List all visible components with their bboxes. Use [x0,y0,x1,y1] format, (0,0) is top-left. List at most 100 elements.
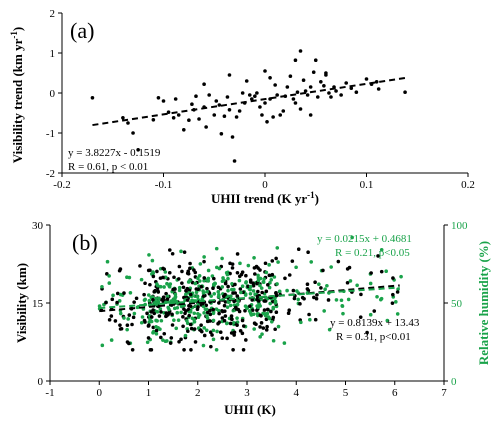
panel-b-visibility-point [372,309,377,313]
panel-b-humidity-point [275,246,280,250]
panel-b-visibility-point [235,252,240,256]
panel-b-visibility-point [164,311,169,315]
panel-a-data-point [136,148,140,152]
panel-b-visibility-point [138,264,142,268]
panel-b-visibility-point [131,315,136,320]
panel-b-visibility-point [283,276,287,281]
panel-b-humidity-point [216,294,221,299]
panel-a-y-tick-label: -2 [46,168,55,180]
panel-a-data-point [313,58,318,62]
panel-b-visibility-point [232,333,236,337]
panel-b-humidity-point [273,301,278,305]
panel-b-visibility-point [313,317,318,322]
panel-b-humidity-point [163,270,168,274]
panel-b-humidity-point [150,258,155,263]
panel-b-visibility-point [291,288,296,293]
panel-b-y-tick-label: 15 [32,298,44,310]
panel-b-humidity-point [322,309,326,313]
panel-b-humidity-point [334,298,339,302]
panel-b-visibility-point [171,287,175,292]
panel-b-humidity-point [379,247,384,252]
panel-a-data-point [227,73,232,77]
panel-b-visibility-point [188,261,192,266]
panel-b-humidity-point [348,279,353,283]
panel-b-humidity-point [196,276,200,281]
panel-b-humidity-point [197,273,202,278]
panel-b-visibility-point [241,324,246,328]
panel-b-humidity-point [251,312,256,317]
panel-b-visibility-point [222,303,227,308]
panel-b-visibility-point [274,256,278,261]
panel-b-visibility-point [216,321,220,326]
panel-b-visibility-point [212,276,216,281]
panel-b-humidity-point [172,306,177,311]
panel-b-visibility-point [379,269,384,274]
panel-b-humidity-point [217,266,222,271]
panel-b-visibility-point [187,313,192,318]
panel-a-data-point [214,99,219,103]
panel-b-humidity-point [139,277,144,282]
panel-b-visibility-point [186,307,191,312]
panel-b-visibility-point [238,287,243,291]
panel-b-visibility-point [143,320,147,324]
panel-b-visibility-point [300,295,305,300]
panel-b-visibility-point [223,281,228,286]
panel-b-visibility-point [180,269,184,274]
panel-a-fit-stats: R = 0.61, p < 0.01 [68,161,148,173]
panel-b-humidity-point [132,311,137,316]
panel-b-visibility-point [257,299,261,303]
panel-b-visibility-point [296,247,301,252]
panel-b-visibility-point [119,326,124,331]
panel-b-humidity-point [167,307,171,312]
panel-b-visibility-point [266,283,270,287]
panel-b-visibility-point [258,268,262,272]
panel-b-humidity-point [225,305,230,309]
panel-b-visibility-point [188,266,192,271]
panel-b-humidity-point [118,311,123,316]
panel-a-x-axis-title-tail: ) [315,191,319,206]
panel-b-humidity-point [159,318,164,323]
panel-b-humidity-point [220,256,224,261]
panel-a-label: (a) [70,18,94,43]
panel-b-visibility-point [170,323,175,327]
panel-b-visibility-point [267,273,272,278]
panel-b-humidity-point [177,288,182,293]
panel-a-data-point [260,113,264,117]
panel-b-humidity-point [368,312,373,317]
panel-b-humidity-point [147,253,151,257]
panel-b-humidity-point [147,320,152,324]
panel-b-visibility-point [142,292,146,297]
panel-b-visibility-point [161,295,166,299]
panel-b-humidity-point [154,332,159,336]
panel-b-visibility-point [358,315,363,319]
panel-b-humidity-point [230,287,234,292]
panel-b-visibility-point [290,259,295,263]
panel-b-visibility-point [201,294,206,298]
panel-b-y-tick-label: 30 [32,220,44,232]
panel-a-x-tick-label: 0.1 [360,179,374,191]
panel-b-visibility-point [167,270,172,275]
panel-b-humidity-point [285,288,289,293]
panel-a-data-point [212,113,217,117]
panel-b-x-tick-label: 1 [146,387,152,399]
panel-b-visibility-point [196,305,200,309]
panel-b-visibility-point [264,289,269,294]
panel-b-humidity-point [394,300,398,304]
panel-b-humidity-point [261,280,266,284]
panel-a-data-point [230,135,235,139]
panel-b-humidity-point [169,299,174,303]
panel-b-visibility-point [345,280,350,285]
panel-a-data-point [131,131,135,135]
panel-b-visibility-point [314,296,319,301]
panel-b-visibility-point [170,251,175,256]
panel-b-visibility-point [151,274,156,279]
panel-a-data-point [151,118,156,122]
panel-b-visibility-point [202,276,207,280]
panel-b-humidity-point [198,279,202,283]
panel-b-humidity-point [246,263,251,268]
panel-b-humidity-point [139,320,144,325]
panel-a-data-point [303,89,308,93]
panel-a-x-axis-title: UHII trend (K yr-1) [211,190,319,206]
panel-a-data-point [308,85,313,89]
